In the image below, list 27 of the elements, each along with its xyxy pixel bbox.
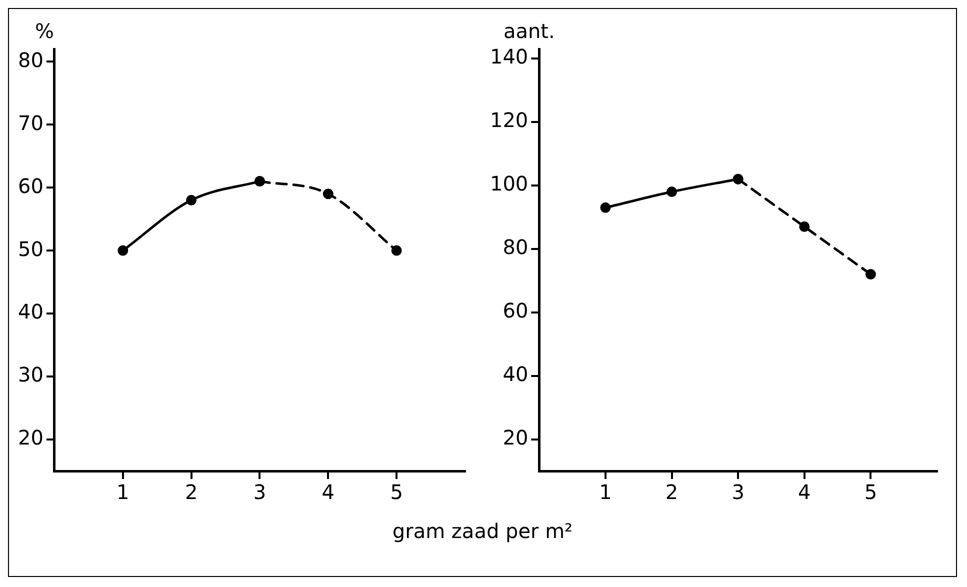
x-tick-label: 1 <box>116 480 130 504</box>
y-tick-label: 140 <box>490 44 528 69</box>
y-tick-label: 80 <box>18 48 44 72</box>
x-tick-label: 2 <box>665 480 678 504</box>
x-tick-label: 5 <box>864 480 878 504</box>
y-axis-title: % <box>34 19 54 44</box>
x-tick-label: 3 <box>253 480 266 504</box>
x-tick-label: 4 <box>798 480 811 504</box>
x-tick-label: 1 <box>599 480 612 504</box>
y-tick-label: 20 <box>18 426 44 450</box>
y-tick-label: 50 <box>18 236 44 261</box>
y-tick-label: 30 <box>18 362 44 387</box>
y-tick-label: 40 <box>18 300 44 324</box>
x-axis-title: gram zaad per m² <box>391 519 574 543</box>
y-tick-label: 120 <box>490 108 528 132</box>
x-tick-label: 5 <box>390 480 403 504</box>
x-tick-label: 4 <box>322 480 335 504</box>
y-axis-title: aant. <box>503 19 555 44</box>
y-tick-label: 60 <box>18 174 44 198</box>
x-tick-label: 3 <box>732 480 744 504</box>
y-tick-label: 40 <box>502 362 528 386</box>
y-tick-label: 20 <box>502 425 528 450</box>
y-tick-label: 60 <box>502 298 528 323</box>
y-tick-label: 100 <box>490 172 528 196</box>
y-tick-label: 70 <box>18 110 44 135</box>
x-tick-label: 2 <box>184 480 198 504</box>
y-tick-label: 80 <box>502 235 528 260</box>
